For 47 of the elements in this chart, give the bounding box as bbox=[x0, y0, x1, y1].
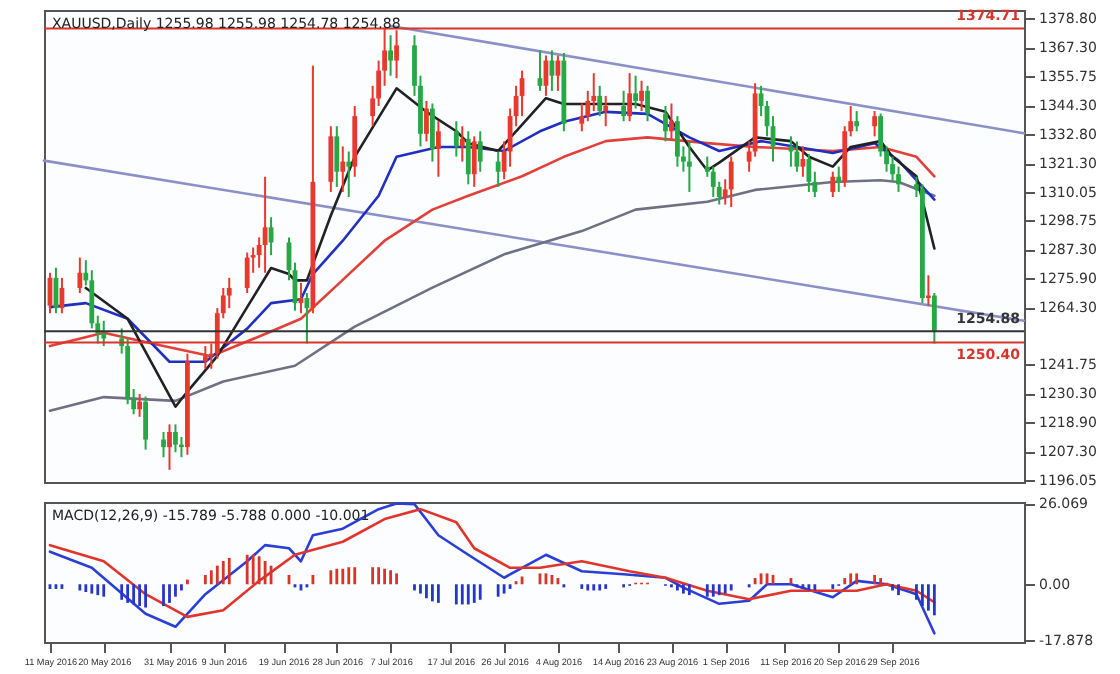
candlestick bbox=[388, 34, 393, 77]
candlestick bbox=[435, 120, 441, 178]
candlestick bbox=[471, 135, 477, 188]
candlestick bbox=[495, 150, 501, 188]
line-series bbox=[48, 507, 936, 619]
candlestick bbox=[328, 125, 334, 193]
candlestick bbox=[394, 29, 399, 80]
candlestick bbox=[830, 170, 836, 198]
candlestick bbox=[161, 430, 166, 459]
candlestick bbox=[836, 165, 842, 193]
candlestick bbox=[591, 72, 597, 113]
candlestick bbox=[430, 102, 435, 163]
candlestick bbox=[645, 84, 650, 123]
candlestick bbox=[872, 110, 878, 138]
candlestick bbox=[597, 84, 603, 118]
candlestick bbox=[728, 155, 734, 209]
candlestick bbox=[77, 256, 83, 294]
candlestick bbox=[931, 292, 937, 345]
candlestick bbox=[603, 94, 609, 128]
candlestick bbox=[143, 395, 148, 451]
candlestick bbox=[627, 72, 633, 123]
candlestick bbox=[173, 423, 178, 454]
candlestick bbox=[639, 79, 644, 113]
candlestick bbox=[621, 89, 627, 123]
candlestick bbox=[101, 319, 107, 348]
candlestick bbox=[459, 125, 465, 163]
candlestick bbox=[453, 120, 459, 158]
candlestick bbox=[477, 130, 483, 173]
candlestick bbox=[675, 115, 680, 168]
candlestick bbox=[663, 105, 668, 143]
candlestick bbox=[424, 99, 429, 143]
candlestick bbox=[686, 140, 692, 193]
line-series bbox=[48, 502, 936, 635]
candlestick bbox=[334, 125, 340, 188]
candlestick bbox=[167, 423, 172, 471]
candlestick bbox=[226, 276, 232, 310]
candlestick bbox=[633, 74, 638, 110]
candlestick bbox=[806, 153, 812, 193]
candlestick bbox=[710, 165, 716, 198]
candlestick bbox=[137, 393, 143, 418]
candlestick bbox=[340, 145, 346, 193]
candlestick bbox=[244, 251, 250, 294]
candlestick bbox=[465, 130, 471, 186]
candlestick bbox=[346, 150, 352, 198]
candlestick bbox=[896, 165, 901, 193]
candlestick bbox=[854, 110, 860, 133]
line-series bbox=[84, 87, 936, 408]
